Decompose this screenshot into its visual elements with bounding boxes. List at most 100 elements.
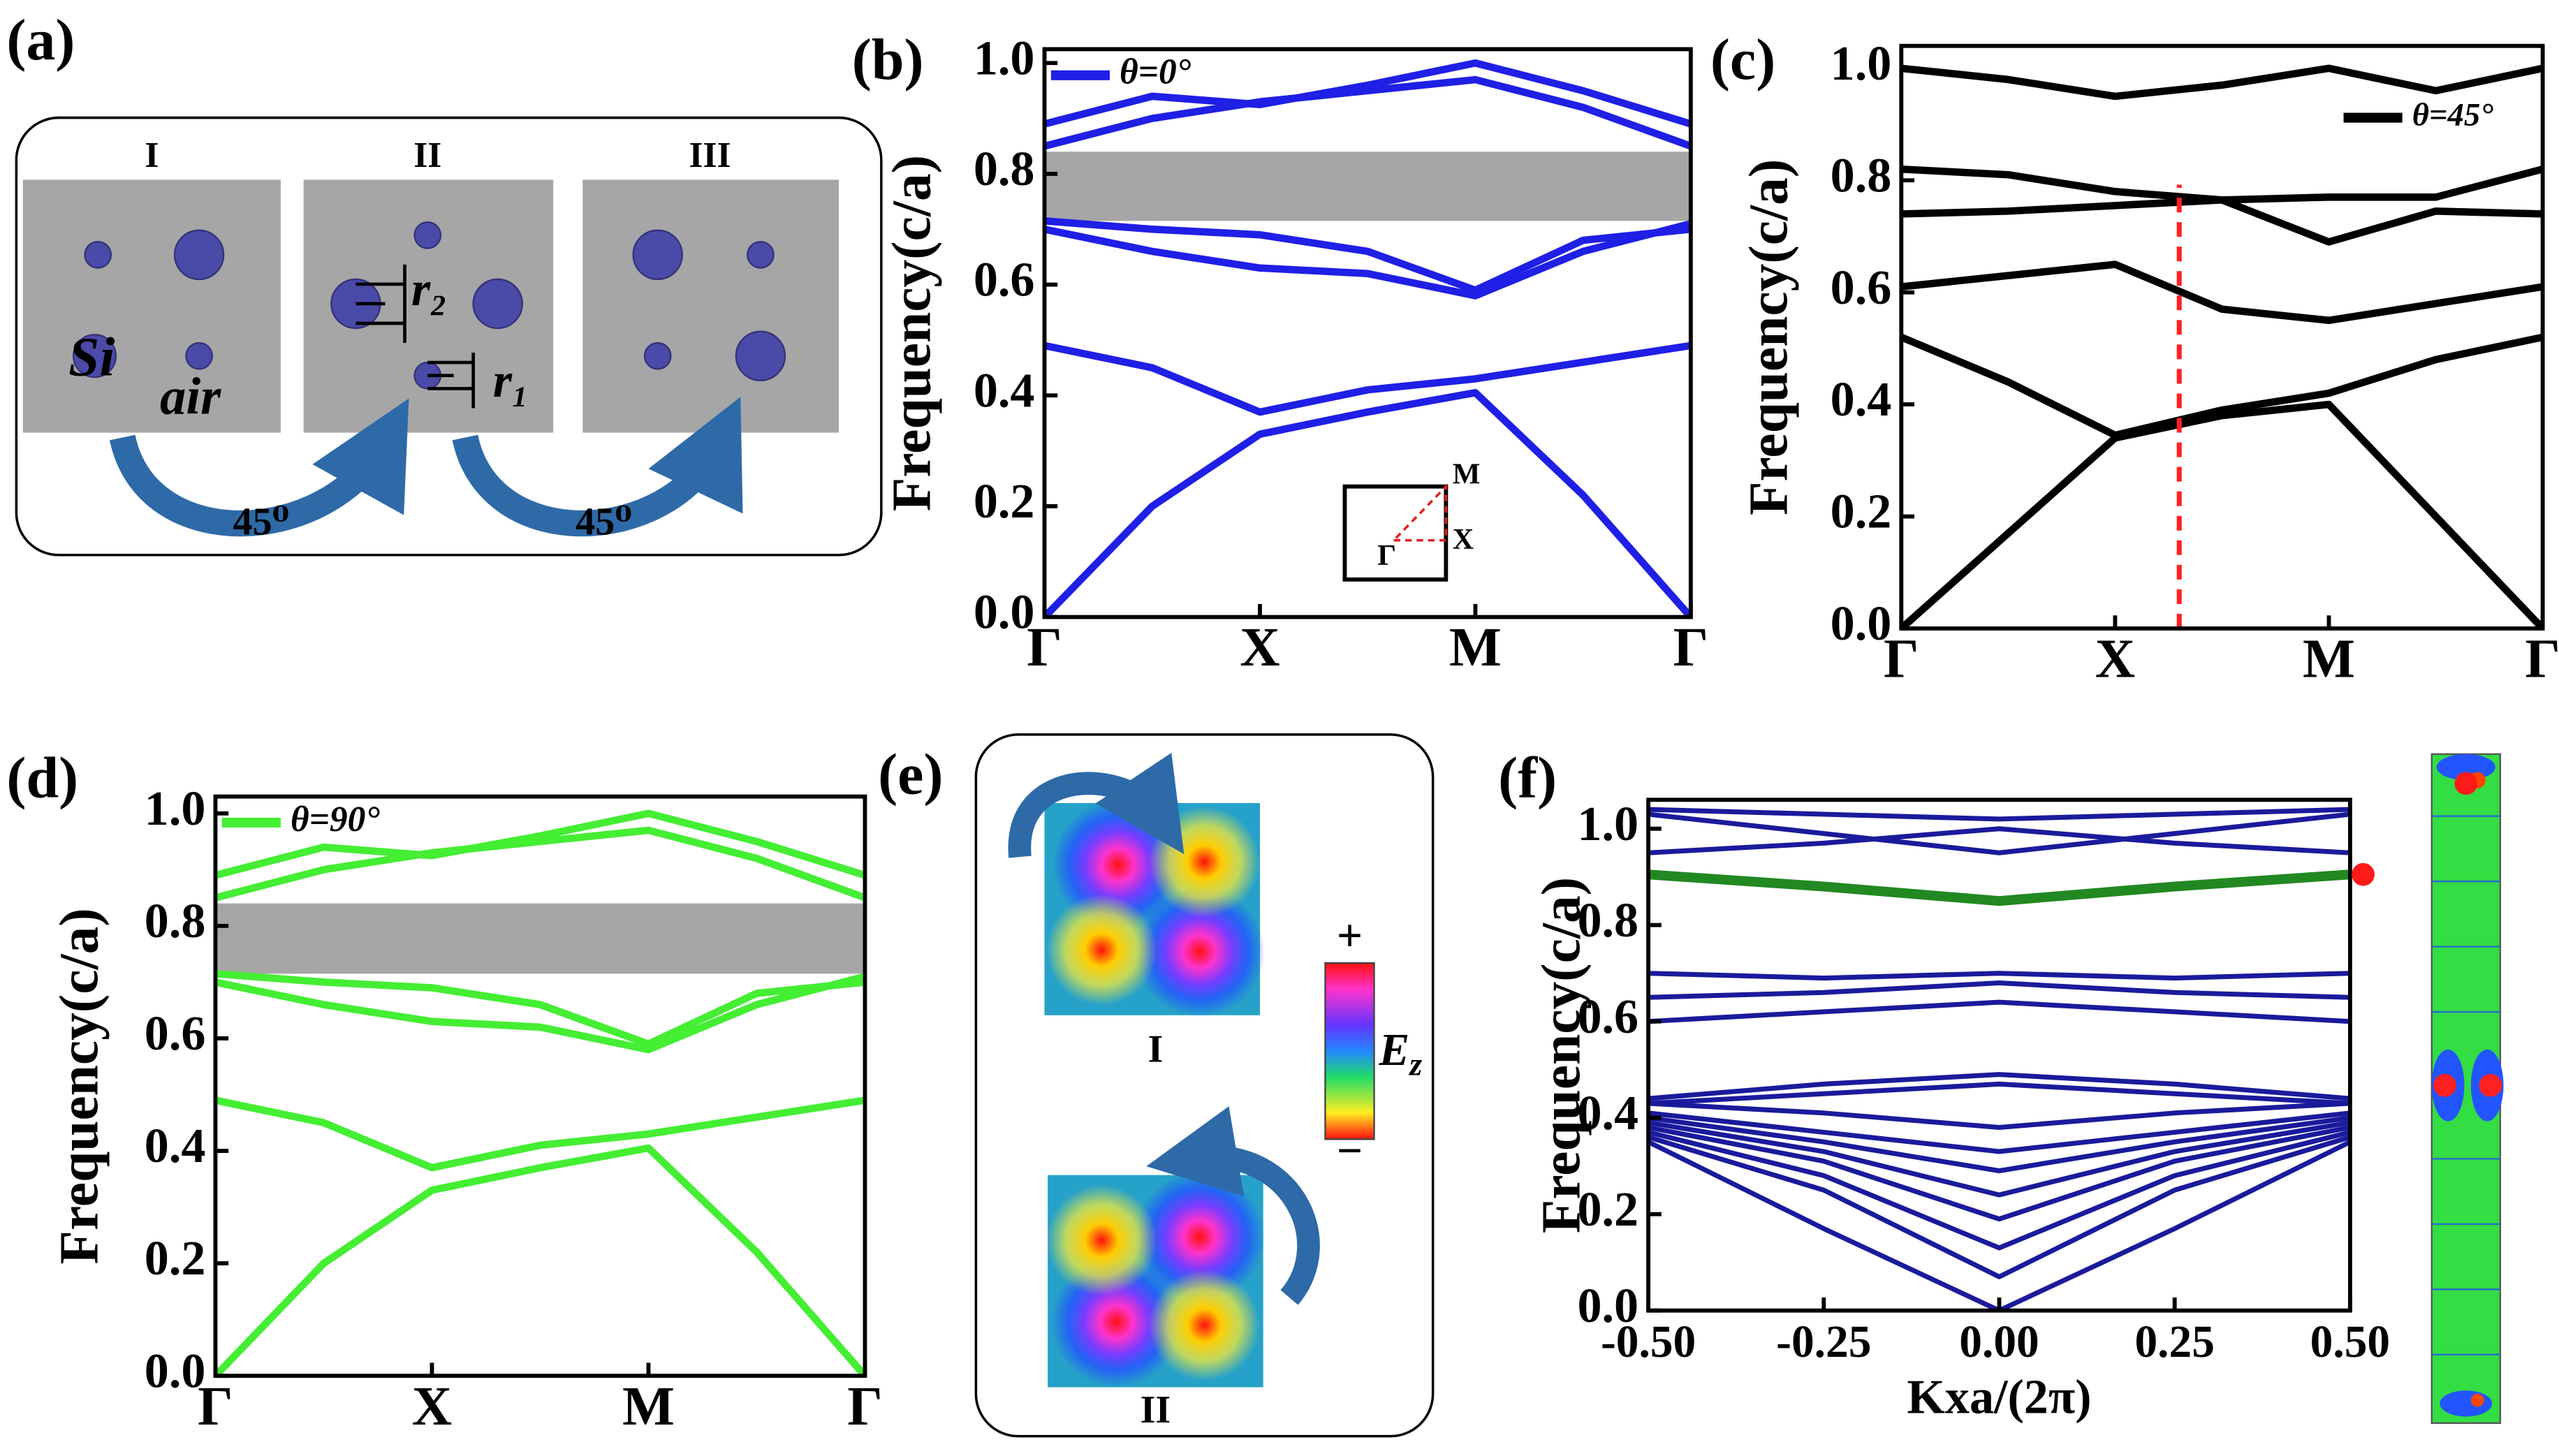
x-tick-label: Γ [2525, 628, 2559, 690]
band-line [1648, 811, 2350, 855]
x-tick-label: Γ [1884, 628, 1919, 690]
colorbar [1324, 962, 1375, 1140]
source-dot [2454, 772, 2478, 795]
y-tick-label: 0.6 [1831, 261, 1892, 315]
chart: (b) 0.0 0.2 0.4 0.6 0.8 1.0 Γ X M Γ Frequency(c/a) θ… [852, 27, 1708, 678]
band-line [1648, 1125, 2350, 1222]
panel-label: (e) [878, 742, 943, 807]
band-line [1044, 75, 1691, 150]
y-tick-label: 1.0 [145, 782, 206, 836]
rotation-arrow [1146, 1106, 1320, 1305]
y-tick-label: 0.4 [145, 1119, 206, 1173]
x-tick-label: M [2303, 628, 2355, 690]
inset-label: X [1453, 524, 1474, 556]
y-axis-label: Frequency(c/a) [881, 155, 942, 511]
rotation-label: 45⁰ [233, 501, 290, 544]
band-line [215, 973, 865, 1054]
y-tick-label: 0.6 [1577, 990, 1638, 1044]
chart: (d) 0.0 0.2 0.4 0.6 0.8 1.0 Γ X M Γ Frequency(c/a) θ… [6, 745, 882, 1437]
panel-a: (a) I II III Si air r₂ r₁ 45⁰ 45⁰ [6, 8, 883, 557]
radius-label: r₁ [493, 354, 529, 408]
unit-cell [582, 179, 839, 433]
panel-label: (c) [1710, 27, 1775, 92]
legend-label: θ=0° [1120, 52, 1191, 92]
y-tick-label: 0.2 [1831, 485, 1892, 539]
y-tick-label: 0.0 [1831, 597, 1892, 651]
chart: (f) 0.0 0.2 0.4 0.6 0.8 1.0 -0.50 -0.25 0.00 0.25 0… [1498, 745, 2390, 1424]
band-line [1044, 217, 1691, 294]
band-line [1648, 869, 2350, 906]
inset-label: M [1453, 458, 1481, 490]
frame [974, 733, 1435, 1438]
band-line [1901, 333, 2543, 439]
y-tick-label: 0.0 [974, 586, 1035, 640]
x-tick-label: X [2095, 628, 2135, 690]
x-tick-label: -0.50 [1601, 1317, 1696, 1367]
y-tick-label: 0.2 [145, 1232, 206, 1286]
colorbar-label-main: E [1379, 1025, 1410, 1075]
x-tick-label: X [412, 1376, 452, 1437]
x-tick-label: Γ [1027, 617, 1062, 678]
x-tick-label: 0.00 [1959, 1317, 2039, 1367]
x-tick-label: Γ [198, 1376, 233, 1437]
plot-frame [1646, 797, 2352, 1313]
band-line [215, 970, 865, 1048]
band-line [1648, 826, 2350, 855]
colorbar-label-sub: z [1408, 1046, 1422, 1082]
band-line [215, 1144, 865, 1376]
x-tick-label: 0.25 [2134, 1317, 2214, 1367]
panel-e: (e) I II + − Ez [878, 733, 1435, 1438]
y-tick-label: 1.0 [974, 31, 1035, 85]
rods [72, 221, 786, 390]
y-tick-label: 0.4 [1831, 373, 1892, 427]
cell-label: I [145, 135, 159, 175]
background-label: air [160, 367, 221, 425]
cell-label: II [413, 135, 441, 175]
band-line [1648, 1115, 2350, 1174]
field-map [1044, 800, 1265, 1017]
x-tick-label: M [1449, 617, 1502, 678]
y-tick-label: 0.6 [974, 253, 1035, 307]
band-line [1648, 1072, 2350, 1101]
legend-label: θ=90° [291, 800, 380, 839]
frame [15, 116, 883, 557]
y-tick-label: 0.0 [1577, 1279, 1638, 1333]
band-line [1044, 59, 1691, 128]
panel-label: (d) [6, 745, 78, 810]
highlight-point [2352, 862, 2375, 886]
mode-profile [2430, 753, 2504, 1425]
y-tick-label: 0.8 [1577, 894, 1638, 948]
band-line [1648, 971, 2350, 981]
panel-label: (f) [1498, 745, 1557, 810]
band-line [1044, 220, 1691, 300]
y-tick-label: 0.6 [145, 1007, 206, 1061]
x-axis-label: Kxa/(2π) [1907, 1371, 2091, 1425]
band-line [1648, 1101, 2350, 1131]
x-tick-label: M [622, 1376, 675, 1437]
band-line [1044, 341, 1691, 416]
x-tick-label: Γ [1673, 617, 1709, 678]
k-path [1391, 483, 1448, 542]
band-line [1901, 400, 2543, 628]
y-tick-label: 0.8 [145, 895, 206, 948]
plot-frame [1042, 47, 1693, 619]
cell-label: III [689, 135, 731, 175]
band-line [1901, 165, 2543, 204]
inset-label: Γ [1377, 540, 1396, 572]
band-line [1901, 196, 2543, 246]
radius-label: r₂ [411, 263, 448, 316]
colorbar-min: − [1337, 1126, 1363, 1177]
plot-frame [213, 794, 867, 1378]
band-line [215, 826, 865, 902]
band-gap [1044, 152, 1691, 221]
x-tick-label: X [1240, 617, 1280, 678]
band-gap [215, 903, 865, 974]
y-tick-label: 0.8 [1831, 149, 1892, 203]
band-line [215, 1096, 865, 1172]
band-line [1648, 1110, 2350, 1154]
y-axis-label: Frequency(c/a) [49, 908, 110, 1264]
map-label: II [1141, 1388, 1171, 1432]
rotation-label: 45⁰ [575, 501, 632, 544]
panel-label: (a) [6, 8, 75, 73]
